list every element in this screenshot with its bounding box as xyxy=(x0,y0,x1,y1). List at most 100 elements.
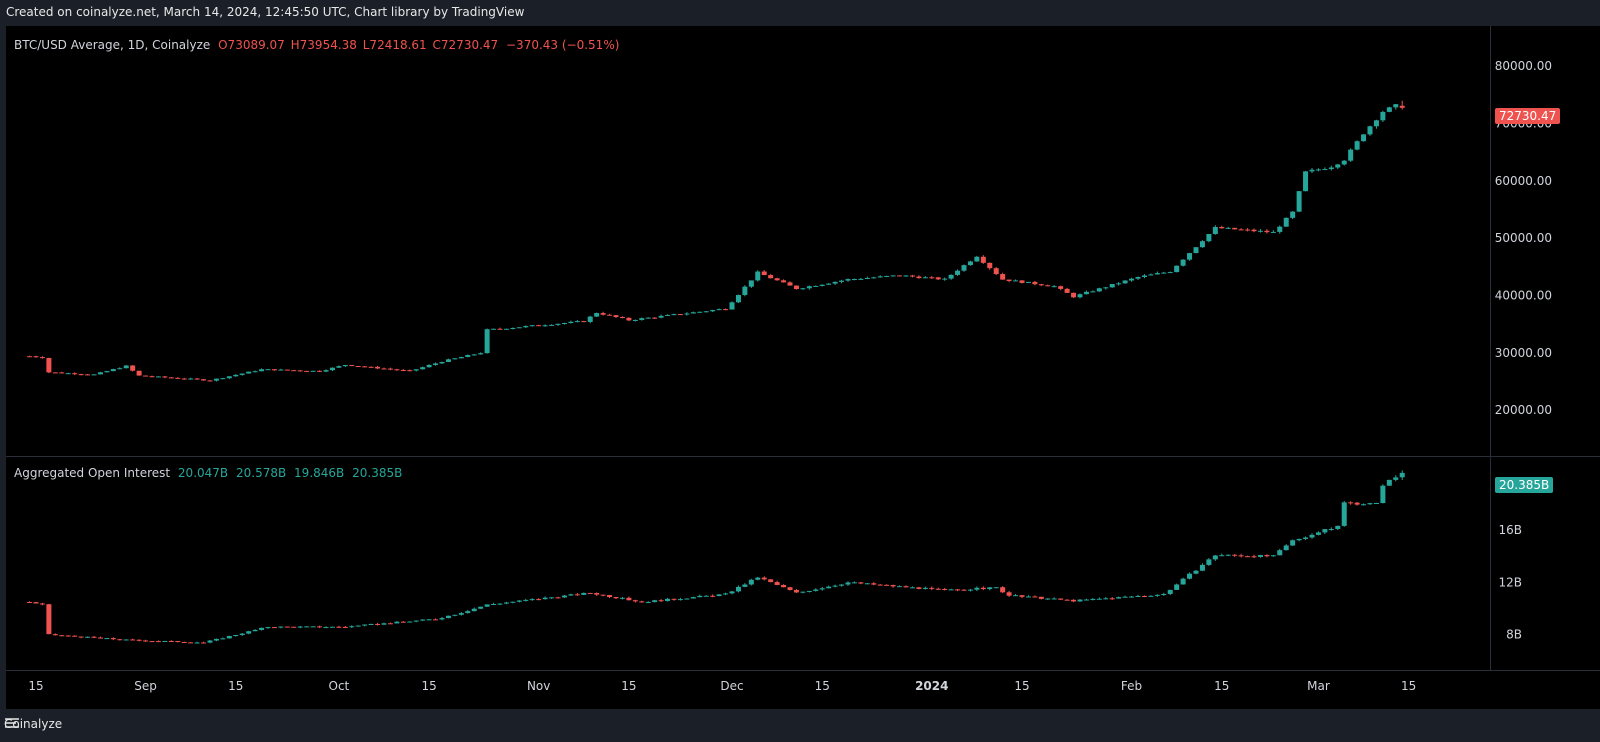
oi-candle xyxy=(1199,564,1205,571)
price-candle xyxy=(46,357,52,373)
price-candle xyxy=(39,357,45,359)
oi-candle xyxy=(362,624,368,626)
oi-candle xyxy=(1296,538,1302,541)
oi-candle xyxy=(452,614,458,616)
oi-candle xyxy=(1058,598,1064,600)
oi-candle xyxy=(85,636,91,638)
oi-close: 20.385B xyxy=(352,466,403,480)
oi-candle xyxy=(1393,477,1399,480)
price-candle xyxy=(271,369,277,371)
price-candle xyxy=(1303,171,1309,192)
oi-candle xyxy=(291,626,297,628)
chart-area[interactable]: 80000.0070000.0060000.0050000.0040000.00… xyxy=(6,26,1600,709)
oi-candle xyxy=(1077,599,1083,602)
price-candle xyxy=(291,370,297,372)
x-tick-label: Nov xyxy=(527,679,550,693)
oi-candle xyxy=(574,594,580,596)
oi-candle xyxy=(97,637,103,639)
oi-candle xyxy=(246,631,252,634)
price-candle xyxy=(1219,227,1225,229)
price-candle xyxy=(774,278,780,281)
price-candle xyxy=(1393,104,1399,108)
oi-candle xyxy=(1264,555,1270,557)
oi-candle xyxy=(1032,596,1038,598)
price-candle xyxy=(1025,281,1031,283)
oi-candle xyxy=(716,594,722,597)
oi-candle xyxy=(271,627,277,629)
price-candle xyxy=(252,371,258,373)
oi-candle xyxy=(1038,596,1044,599)
price-candle xyxy=(761,271,767,276)
oi-candle xyxy=(967,589,973,591)
price-y-tick: 20000.00 xyxy=(1495,403,1552,417)
oi-candle xyxy=(832,585,838,587)
price-candle xyxy=(935,277,941,280)
oi-candle xyxy=(703,595,709,597)
price-candle xyxy=(665,314,671,316)
price-candle xyxy=(1174,265,1180,273)
oi-candle xyxy=(1187,573,1193,579)
price-candle xyxy=(375,366,381,369)
oi-candle xyxy=(787,587,793,590)
x-tick-label: 15 xyxy=(1214,679,1229,693)
price-candle xyxy=(1373,120,1379,127)
price-candle xyxy=(445,359,451,362)
oi-candle xyxy=(123,639,129,641)
oi-candle xyxy=(955,589,961,591)
oi-candle xyxy=(529,599,535,601)
price-candle xyxy=(259,369,265,372)
price-candle xyxy=(922,277,928,279)
oi-candle xyxy=(1064,599,1070,601)
price-candle xyxy=(1361,134,1367,142)
price-candle xyxy=(929,277,935,279)
oi-candle xyxy=(1348,502,1354,504)
oi-candle xyxy=(471,608,477,612)
price-candle xyxy=(1064,288,1070,293)
oi-candle xyxy=(1290,540,1296,546)
price-candle xyxy=(832,281,838,284)
coinalyze-logo[interactable]: Coinalyze xyxy=(4,717,62,731)
oi-candle xyxy=(1180,578,1186,585)
price-candle xyxy=(317,370,323,372)
price-candle xyxy=(851,278,857,280)
price-candle xyxy=(78,374,84,376)
price-candle xyxy=(1399,105,1405,108)
oi-candle xyxy=(864,583,870,585)
price-y-tick: 30000.00 xyxy=(1495,346,1552,360)
oi-candle xyxy=(458,613,464,615)
price-candle xyxy=(942,278,948,280)
oi-candle xyxy=(252,629,258,632)
price-candle xyxy=(304,370,310,372)
oi-candle xyxy=(619,597,625,599)
price-candle xyxy=(265,369,271,371)
oi-candle xyxy=(465,611,471,614)
oi-candle xyxy=(484,604,490,607)
oi-candle xyxy=(665,598,671,602)
oi-candle xyxy=(961,589,967,591)
price-open: O73089.07 xyxy=(218,38,285,52)
price-candle xyxy=(1335,164,1341,168)
price-candle xyxy=(748,280,754,287)
oi-candle xyxy=(349,626,355,628)
oi-candle xyxy=(445,615,451,619)
oi-y-tick: 8B xyxy=(1506,628,1522,642)
oi-candle xyxy=(742,584,748,587)
price-candle xyxy=(581,321,587,323)
oi-candle xyxy=(387,623,393,625)
price-candle xyxy=(278,369,284,371)
oi-candle xyxy=(194,642,200,644)
price-candle xyxy=(993,268,999,275)
oi-candle xyxy=(1380,485,1386,504)
price-candle xyxy=(903,275,909,277)
price-candle xyxy=(407,370,413,372)
oi-candle xyxy=(310,626,316,628)
oi-candle xyxy=(1283,545,1289,551)
price-candle xyxy=(1038,284,1044,286)
price-candle xyxy=(143,375,149,377)
price-candle xyxy=(639,318,645,320)
price-candle xyxy=(1354,141,1360,150)
oi-candle xyxy=(1025,596,1031,598)
oi-open: 20.047B xyxy=(177,466,229,480)
oi-candle xyxy=(503,602,509,604)
chart-svg[interactable]: 80000.0070000.0060000.0050000.0040000.00… xyxy=(6,26,1600,709)
